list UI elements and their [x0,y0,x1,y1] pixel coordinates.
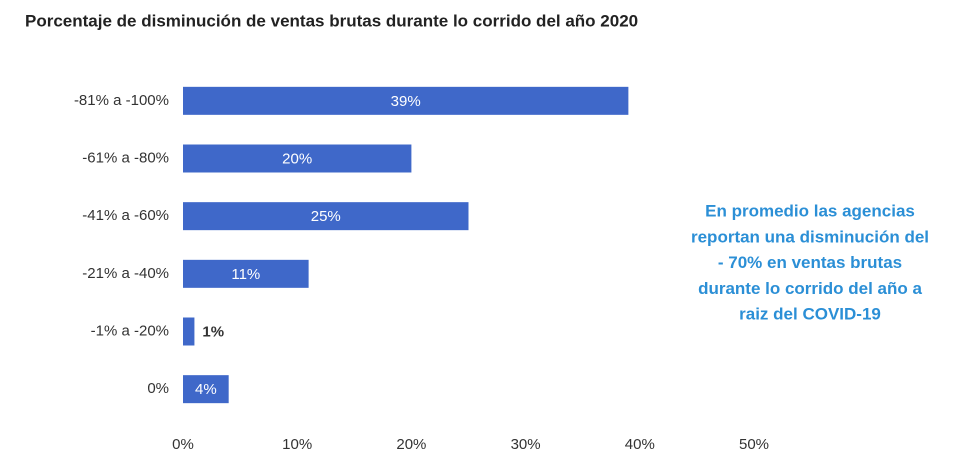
y-tick-label: -81% a -100% [74,92,169,109]
y-tick-label: -1% a -20% [91,322,169,339]
value-label: 39% [391,93,421,110]
bar [183,317,195,346]
x-tick-label: 50% [739,436,769,453]
chart-title: Porcentaje de disminución de ventas brut… [25,11,638,30]
annotation: - 70% en ventas brutas [718,253,902,272]
bar [183,375,229,404]
annotation: reportan una disminución del [691,227,929,246]
value-label: 11% [231,266,260,283]
annotation: En promedio las agencias [705,201,915,220]
bar [183,202,469,231]
annotation: raiz del COVID-19 [739,305,881,324]
x-tick-label: 10% [282,436,312,453]
y-tick-label: -41% a -60% [82,207,169,224]
value-label: 25% [311,208,341,225]
value-label: 20% [282,150,312,167]
x-tick-label: 30% [511,436,541,453]
bar [183,259,309,288]
value-label: 4% [195,381,217,398]
x-tick-label: 40% [625,436,655,453]
y-tick-label: -61% a -80% [82,149,169,166]
value-label: 1% [202,323,224,340]
x-tick-label: 20% [396,436,426,453]
x-tick-label: 0% [172,436,194,453]
bar [183,144,412,173]
y-tick-label: -21% a -40% [82,265,169,282]
bar [183,86,629,115]
annotation: durante lo corrido del año a [698,279,922,298]
y-tick-label: 0% [147,380,169,397]
